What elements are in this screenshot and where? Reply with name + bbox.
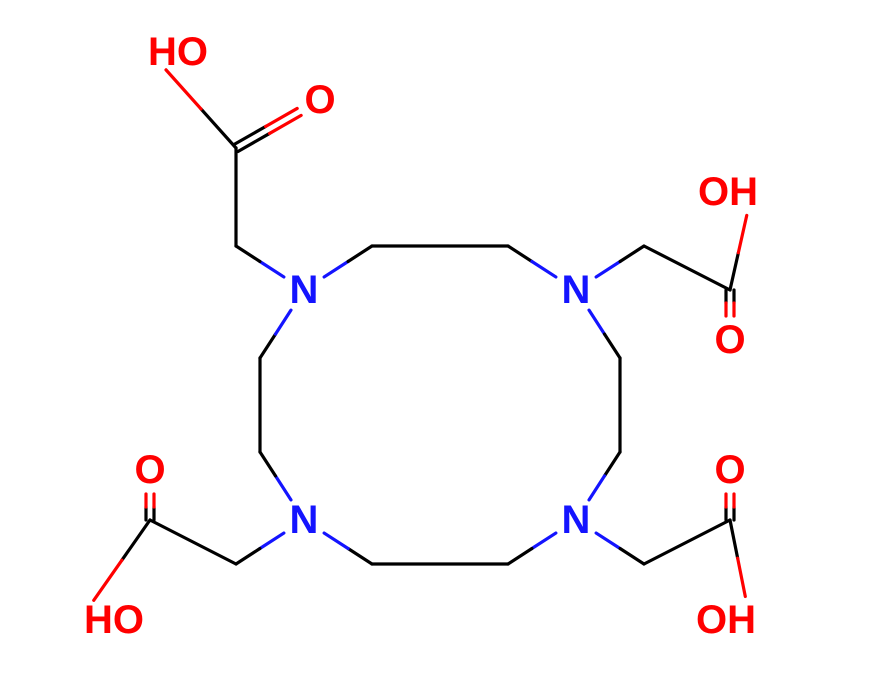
bonds bbox=[94, 70, 747, 600]
atom-O4h: HO bbox=[84, 598, 144, 642]
atom-O1d: O bbox=[304, 78, 335, 122]
atom-O2d: O bbox=[714, 318, 745, 362]
atom-N3: N bbox=[562, 498, 591, 542]
atom-O3d: O bbox=[714, 448, 745, 492]
atom-O4d: O bbox=[134, 448, 165, 492]
atom-N4: N bbox=[290, 498, 319, 542]
atom-labels: NNNNOHOOOHOOHOHO bbox=[84, 30, 758, 642]
molecule-diagram: NNNNOHOOOHOOHOHO bbox=[0, 0, 879, 700]
atom-N1: N bbox=[290, 268, 319, 312]
atom-N2: N bbox=[562, 268, 591, 312]
atom-O1h: HO bbox=[148, 30, 208, 74]
atom-O2h: OH bbox=[698, 170, 758, 214]
atom-O3h: OH bbox=[696, 598, 756, 642]
